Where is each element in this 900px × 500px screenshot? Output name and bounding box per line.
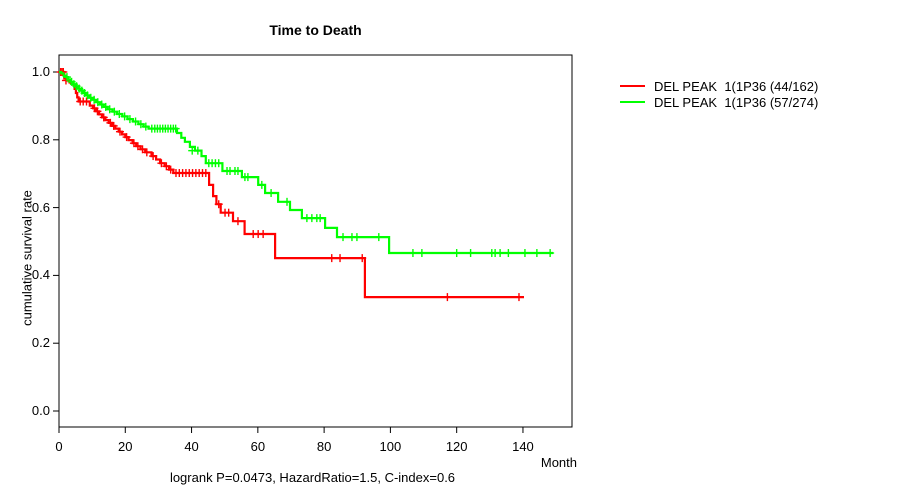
legend-item-0: DEL PEAK 1(1P36 (44/162): [620, 78, 818, 94]
stats-annotation: logrank P=0.0473, HazardRatio=1.5, C-ind…: [169, 470, 456, 485]
legend-item-1: DEL PEAK 1(1P36 (57/274): [620, 94, 818, 110]
y-tick-label: 0.8: [31, 131, 50, 147]
y-tick-label: 0.2: [31, 335, 50, 351]
y-tick-label: 0.0: [31, 403, 50, 418]
plot-box: [58, 54, 573, 428]
x-tick-label: 40: [184, 439, 199, 454]
x-tick-label: 140: [512, 439, 534, 454]
x-tick-label: 20: [118, 439, 133, 454]
x-tick-label: 120: [445, 439, 468, 454]
x-tick-label: 0: [55, 439, 63, 454]
x-tick-label: 60: [250, 439, 266, 454]
x-tick-label: 80: [316, 439, 332, 454]
legend-label: DEL PEAK 1(1P36 (57/274): [654, 94, 819, 110]
legend-line-swatch: [620, 101, 645, 103]
censor-marks-0: [56, 68, 523, 302]
y-tick-label: 0.6: [31, 199, 50, 215]
x-tick-label: 100: [379, 439, 402, 454]
km-curve-0: [59, 70, 524, 299]
x-axis-title: Month: [540, 455, 577, 470]
chart-title: Time to Death: [269, 22, 362, 38]
y-tick-label: 0.4: [31, 267, 50, 283]
legend-line-swatch: [620, 85, 645, 87]
km-curve-1: [59, 70, 554, 255]
y-tick-label: 1.0: [31, 64, 50, 79]
legend: DEL PEAK 1(1P36 (44/162) DEL PEAK 1(1P36 …: [620, 78, 818, 110]
legend-label: DEL PEAK 1(1P36 (44/162): [654, 78, 819, 94]
censor-marks-1: [62, 73, 555, 258]
